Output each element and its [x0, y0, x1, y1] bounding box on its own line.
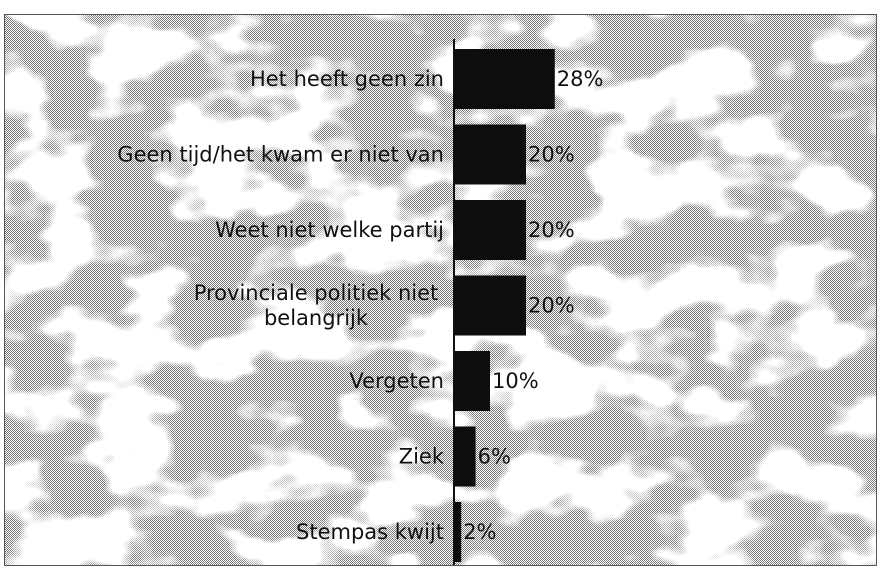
value-labels-group: 28% 20% 20% 20% 10% 6% 2% [463, 67, 603, 544]
category-label-3: Provinciale politiek niet belangrijk [194, 281, 439, 330]
category-label-line: belangrijk [264, 306, 369, 330]
category-label-line: Ziek [399, 445, 445, 469]
bar-0 [454, 49, 555, 109]
value-label-5: 6% [478, 445, 511, 469]
category-label-line: Vergeten [349, 369, 444, 393]
category-label-line: Stempas kwijt [296, 520, 444, 544]
value-label-2: 20% [528, 218, 575, 242]
bar-chart: Het heeft geen zin Geen tijd/het kwam er … [5, 15, 876, 565]
category-label-line: Provinciale politiek niet [194, 281, 439, 305]
category-label-2: Weet niet welke partij [215, 218, 444, 242]
bar-4 [454, 351, 490, 411]
value-label-4: 10% [492, 369, 539, 393]
category-label-line: Geen tijd/het kwam er niet van [117, 143, 444, 167]
bar-5 [454, 426, 476, 487]
value-label-0: 28% [557, 67, 604, 91]
bar-6 [454, 502, 462, 562]
category-label-line: Het heeft geen zin [250, 67, 444, 91]
value-label-6: 2% [463, 520, 496, 544]
category-label-6: Stempas kwijt [296, 520, 444, 544]
category-labels-group: Het heeft geen zin Geen tijd/het kwam er … [117, 67, 445, 544]
dithered-background [5, 15, 876, 565]
bar-1 [454, 124, 526, 185]
category-label-4: Vergeten [349, 369, 444, 393]
chart-frame: Het heeft geen zin Geen tijd/het kwam er … [4, 14, 877, 566]
value-label-3: 20% [528, 294, 575, 318]
bar-3 [454, 275, 526, 336]
category-label-line: Weet niet welke partij [215, 218, 444, 242]
category-label-5: Ziek [399, 445, 445, 469]
bars-group [454, 49, 555, 562]
bar-2 [454, 200, 526, 260]
category-label-0: Het heeft geen zin [250, 67, 444, 91]
category-label-1: Geen tijd/het kwam er niet van [117, 143, 444, 167]
value-label-1: 20% [528, 143, 575, 167]
